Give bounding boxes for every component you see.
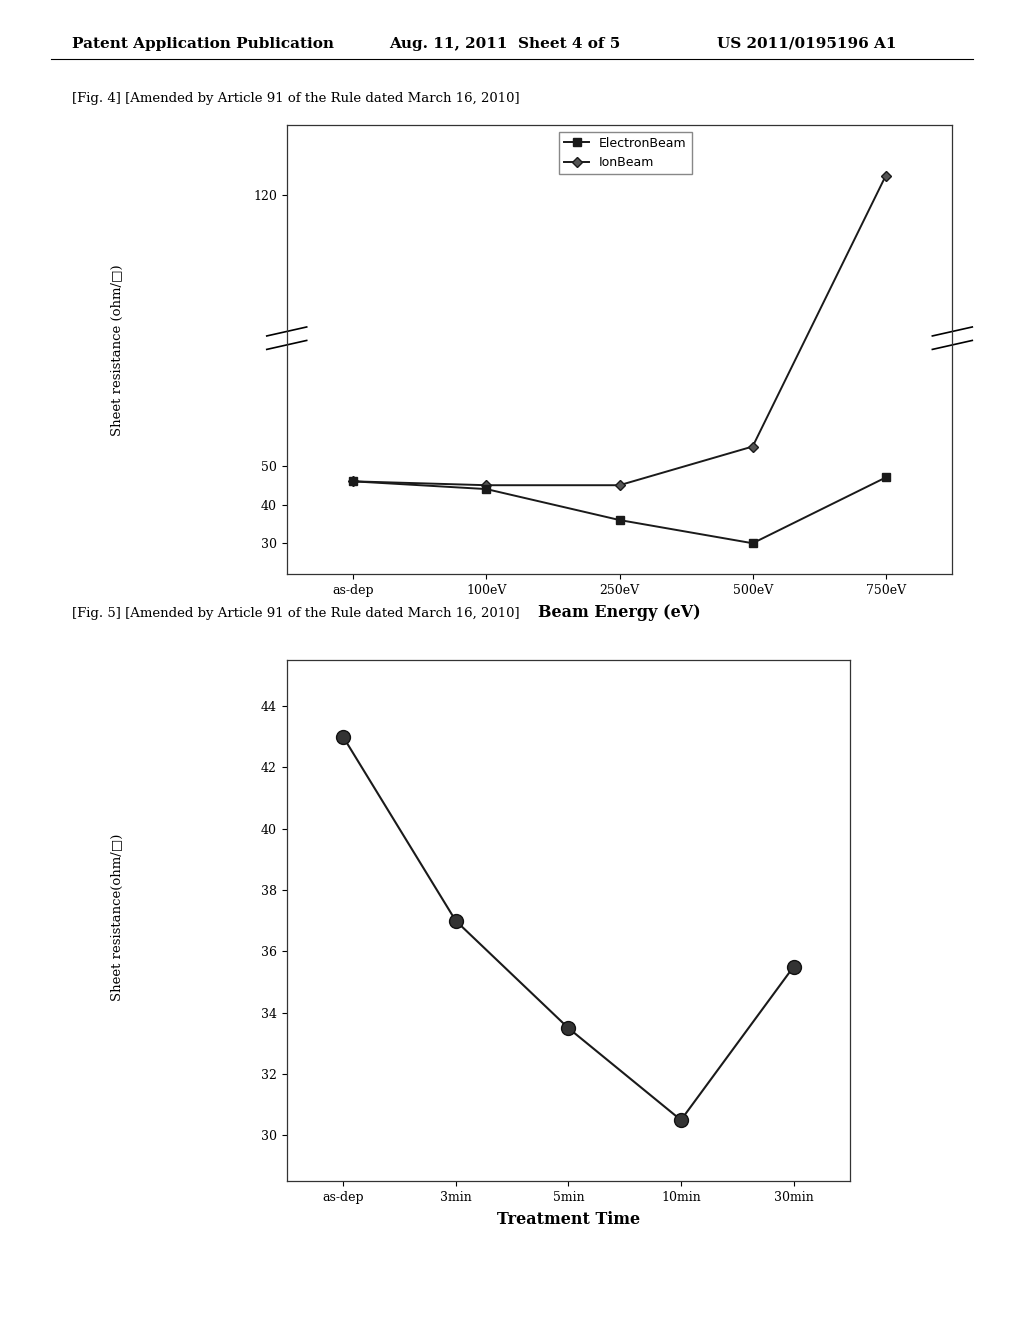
ElectronBeam: [347, 474, 359, 490]
Line: 2 pts: 2 pts: [932, 327, 973, 337]
Text: [Fig. 4] [Amended by Article 91 of the Rule dated March 16, 2010]: [Fig. 4] [Amended by Article 91 of the R…: [72, 92, 519, 106]
Line: 2 pts: 2 pts: [266, 327, 307, 337]
Line: 2 pts: 2 pts: [266, 341, 307, 350]
Line: 2 pts: 2 pts: [932, 341, 973, 350]
Legend: ElectronBeam, IonBeam: ElectronBeam, IonBeam: [559, 132, 692, 174]
Line: ElectronBeam: ElectronBeam: [349, 474, 890, 548]
X-axis label: Beam Energy (eV): Beam Energy (eV): [539, 603, 700, 620]
Point: [476, 649, 488, 665]
IonBeam: [746, 438, 759, 454]
ElectronBeam: [613, 512, 626, 528]
Text: Sheet resistance(ohm/□): Sheet resistance(ohm/□): [112, 834, 124, 1001]
Point: [343, 649, 355, 665]
IonBeam: [480, 478, 493, 494]
Text: [Fig. 5] [Amended by Article 91 of the Rule dated March 16, 2010]: [Fig. 5] [Amended by Article 91 of the R…: [72, 607, 519, 620]
Point: [476, 649, 488, 665]
Text: Aug. 11, 2011  Sheet 4 of 5: Aug. 11, 2011 Sheet 4 of 5: [389, 37, 621, 51]
Point: [484, 649, 497, 665]
Line: IonBeam: IonBeam: [350, 172, 889, 488]
ElectronBeam: [746, 536, 759, 552]
ElectronBeam: [480, 482, 493, 498]
Text: Sheet resistance (ohm/□): Sheet resistance (ohm/□): [112, 264, 124, 436]
Point: [351, 649, 364, 665]
Text: Patent Application Publication: Patent Application Publication: [72, 37, 334, 51]
Point: [484, 649, 497, 665]
IonBeam: [613, 478, 626, 494]
IonBeam: [347, 474, 359, 490]
X-axis label: Treatment Time: Treatment Time: [497, 1210, 640, 1228]
IonBeam: [880, 168, 892, 183]
Text: US 2011/0195196 A1: US 2011/0195196 A1: [717, 37, 896, 51]
Point: [351, 649, 364, 665]
Point: [343, 649, 355, 665]
ElectronBeam: [880, 470, 892, 486]
